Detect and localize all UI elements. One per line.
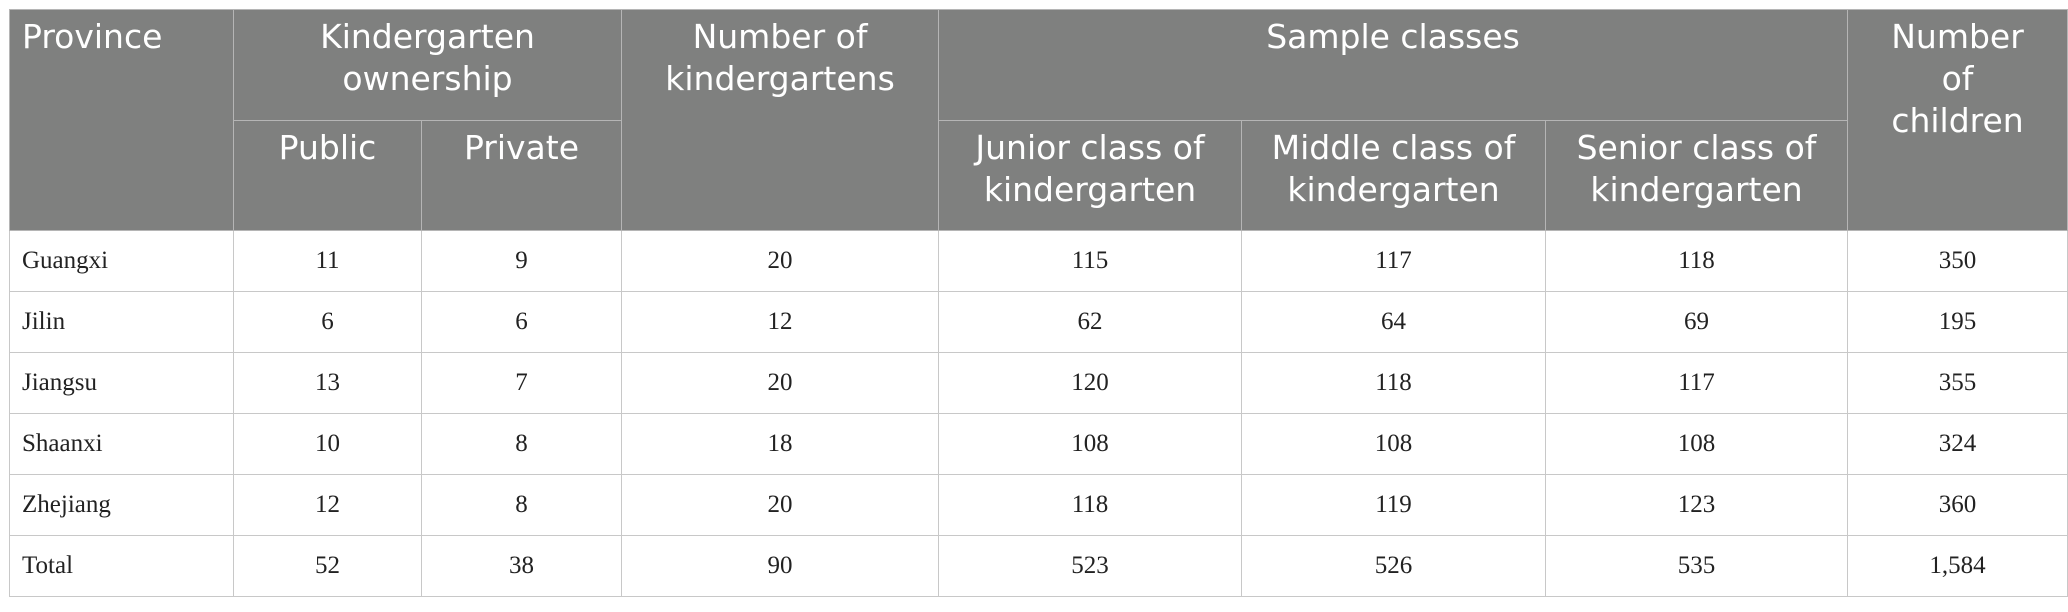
- table-cell: 523: [938, 535, 1243, 597]
- table-cell: 90: [621, 535, 940, 597]
- header-row: Province Kindergarten ownership Number o…: [9, 9, 2068, 231]
- row-label: Jiangsu: [9, 352, 234, 414]
- header-cell: Middle class of kindergarten: [1241, 120, 1547, 231]
- table-header: Province Kindergarten ownership Number o…: [9, 9, 2068, 231]
- table-cell: 6: [420, 291, 623, 353]
- table-cell: 52: [233, 535, 422, 597]
- header-row: Public Private Junior class of kindergar…: [10, 120, 2068, 231]
- table-cell: 13: [233, 352, 422, 414]
- table-cell: 120: [938, 352, 1243, 414]
- table-cell: 108: [1241, 413, 1547, 475]
- table-cell: 11: [233, 230, 422, 292]
- table-body: Guangxi 11 9 20 115 117 118 350 Jilin 6 6 12 62 64 69 1…: [9, 230, 2068, 597]
- table-row: Zhejiang 12 8 20 118 119 123 360: [9, 474, 2068, 536]
- table-cell: 360: [1847, 474, 2068, 536]
- table-cell: 535: [1545, 535, 1849, 597]
- table-cell: 119: [1241, 474, 1547, 536]
- data-table: Province Kindergarten ownership Number o…: [9, 9, 2068, 597]
- table-cell: 350: [1847, 230, 2068, 292]
- table-cell: 20: [621, 230, 940, 292]
- header-cell: Kindergarten ownership: [232, 9, 623, 121]
- table-cell: 20: [621, 352, 940, 414]
- table-row: Jilin 6 6 12 62 64 69 195: [9, 291, 2068, 353]
- table-cell: 7: [420, 352, 623, 414]
- table-cell: 115: [938, 230, 1243, 292]
- row-label: Guangxi: [9, 230, 234, 292]
- header-cell: Senior class of kindergarten: [1545, 120, 1849, 231]
- table-cell: 18: [621, 413, 940, 475]
- table-cell: 12: [233, 474, 422, 536]
- header-cell: Sample classes: [938, 9, 1849, 121]
- table-cell: 10: [233, 413, 422, 475]
- header-cell: Private: [420, 120, 623, 231]
- table-cell: 117: [1545, 352, 1849, 414]
- table-cell: 123: [1545, 474, 1849, 536]
- table-cell: 118: [1241, 352, 1547, 414]
- table-cell: 108: [938, 413, 1243, 475]
- table-cell: 38: [420, 535, 623, 597]
- header-cell: Junior class of kindergarten: [938, 120, 1243, 231]
- table-cell: 20: [621, 474, 940, 536]
- table-row: Total 52 38 90 523 526 535 1,584: [9, 535, 2068, 597]
- row-label: Zhejiang: [9, 474, 234, 536]
- table-cell: 62: [938, 291, 1243, 353]
- table-cell: 526: [1241, 535, 1547, 597]
- table-cell: 9: [420, 230, 623, 292]
- header-cell: Number of kindergartens: [621, 9, 940, 231]
- table-cell: 64: [1241, 291, 1547, 353]
- header-cell: Number of children: [1847, 9, 2068, 231]
- table-cell: 108: [1545, 413, 1849, 475]
- header-cell: Public: [233, 120, 422, 231]
- table-cell: 12: [621, 291, 940, 353]
- table-cell: 355: [1847, 352, 2068, 414]
- table-cell: 6: [233, 291, 422, 353]
- row-label: Shaanxi: [9, 413, 234, 475]
- table-row: Shaanxi 10 8 18 108 108 108 324: [9, 413, 2068, 475]
- table-cell: 8: [420, 474, 623, 536]
- table-cell: 117: [1241, 230, 1547, 292]
- table-cell: 69: [1545, 291, 1849, 353]
- table-cell: 1,584: [1847, 535, 2068, 597]
- table-cell: 118: [1545, 230, 1849, 292]
- header-cell: Province: [9, 9, 234, 231]
- table-cell: 118: [938, 474, 1243, 536]
- row-label: Jilin: [9, 291, 234, 353]
- table-cell: 324: [1847, 413, 2068, 475]
- row-label: Total: [9, 535, 234, 597]
- table-row: Guangxi 11 9 20 115 117 118 350: [9, 230, 2068, 292]
- table-row: Jiangsu 13 7 20 120 118 117 355: [9, 352, 2068, 414]
- table-cell: 195: [1847, 291, 2068, 353]
- table-cell: 8: [420, 413, 623, 475]
